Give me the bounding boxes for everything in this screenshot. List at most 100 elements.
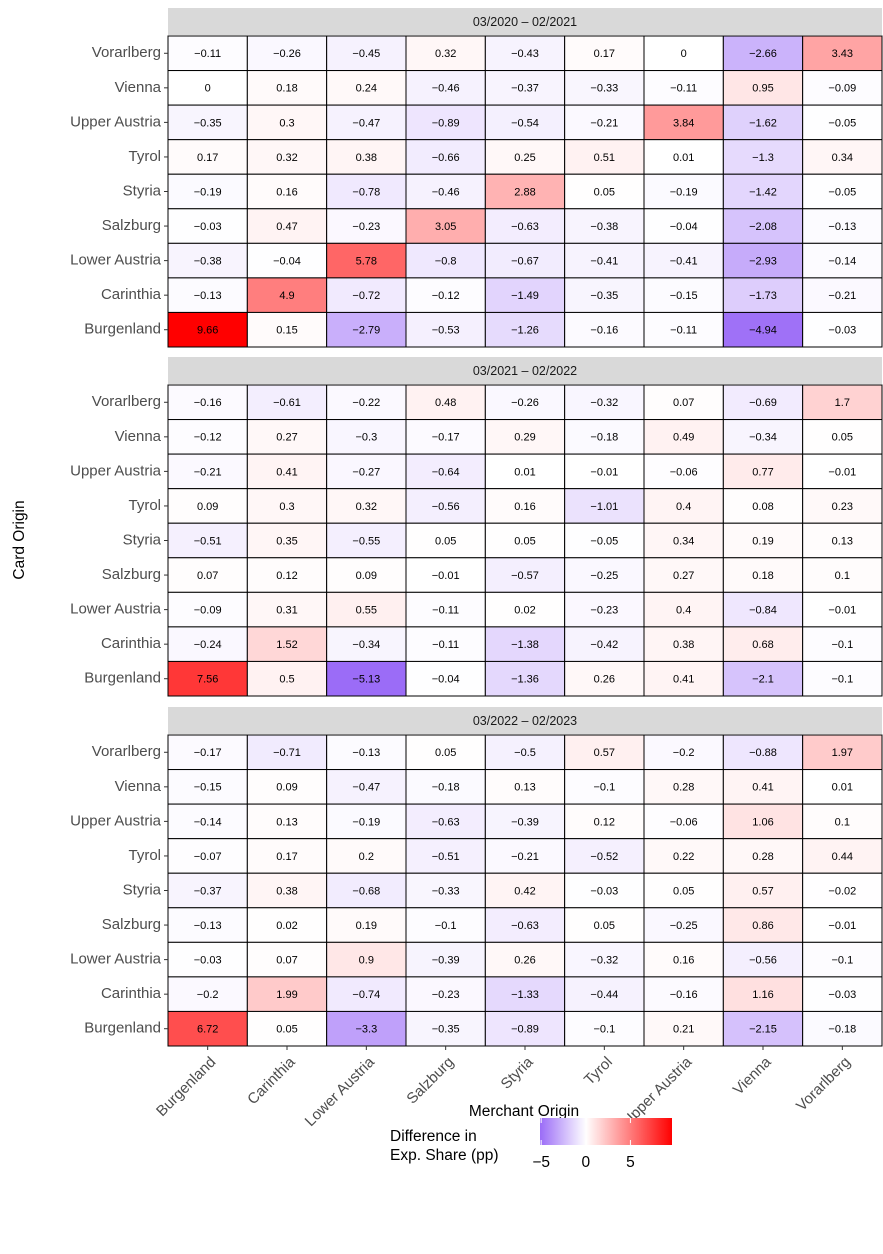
cell-label: −0.35	[194, 117, 222, 129]
cell-label: −0.37	[194, 885, 222, 897]
cell-label: −0.02	[828, 885, 856, 897]
cell-label: 0.21	[673, 1024, 694, 1036]
cell-label: 0.05	[514, 535, 535, 547]
cell-label: −4.94	[749, 325, 777, 337]
cell-label: −0.23	[590, 605, 618, 617]
cell-label: −0.45	[352, 48, 380, 60]
cell-label: 0.38	[673, 639, 694, 651]
cell-label: −0.12	[194, 432, 222, 444]
cell-label: −1.38	[511, 639, 539, 651]
heatmap-cell	[326, 453, 407, 490]
cell-label: −0.32	[590, 397, 618, 409]
cell-label: 3.84	[673, 117, 694, 129]
y-tick-label: Lower Austria	[70, 601, 162, 618]
heatmap-cell	[326, 557, 407, 593]
cell-label: −0.47	[352, 782, 380, 794]
facet-title: 03/2021 – 02/2022	[473, 364, 577, 378]
heatmap-cell	[326, 522, 407, 559]
cell-label: 1.99	[276, 989, 297, 1001]
cell-label: 0.48	[435, 397, 456, 409]
x-axis-title: Merchant Origin	[469, 1103, 579, 1120]
cell-label: −0.18	[828, 1024, 856, 1036]
heatmap-cell	[564, 208, 645, 244]
cell-label: −0.57	[511, 570, 539, 582]
x-tick-label: Vienna	[730, 1053, 775, 1098]
y-tick-label: Upper Austria	[70, 812, 162, 829]
heatmap-cell	[643, 872, 724, 909]
heatmap-cell	[564, 941, 645, 978]
heatmap-cell	[564, 1010, 645, 1047]
cell-label: −0.13	[352, 747, 380, 759]
cell-label: 0.41	[673, 674, 694, 686]
cell-label: 0.28	[752, 851, 773, 863]
y-tick-label: Upper Austria	[70, 462, 162, 479]
cell-label: −0.26	[511, 397, 539, 409]
cell-label: 0.41	[752, 782, 773, 794]
heatmap-cell	[564, 769, 645, 805]
legend-tick-label: 5	[626, 1154, 635, 1171]
cell-label: −0.33	[432, 885, 460, 897]
cell-label: −0.56	[749, 955, 777, 967]
cell-label: −0.01	[828, 466, 856, 478]
cell-label: −0.1	[831, 674, 853, 686]
cell-label: 0.44	[832, 851, 853, 863]
heatmap-cell	[484, 591, 566, 628]
cell-label: 9.66	[197, 325, 218, 337]
heatmap-cell	[167, 522, 248, 559]
cell-label: 0.13	[514, 782, 535, 794]
cell-label: −0.13	[194, 920, 222, 932]
heatmap-cell	[722, 35, 804, 72]
cell-label: −0.06	[670, 816, 698, 828]
cell-label: −0.51	[194, 535, 222, 547]
y-tick-label: Carinthia	[101, 635, 162, 652]
heatmap-cell	[246, 769, 328, 805]
cell-label: −0.16	[670, 989, 698, 1001]
cell-label: −0.42	[590, 639, 618, 651]
heatmap-cell	[722, 1010, 804, 1047]
heatmap-cell	[326, 941, 407, 978]
cell-label: −0.63	[432, 816, 460, 828]
cell-label: −0.03	[590, 885, 618, 897]
cell-label: −1.01	[590, 501, 618, 513]
heatmap-cell	[484, 660, 566, 697]
cell-label: −0.68	[352, 885, 380, 897]
y-tick-label: Lower Austria	[70, 252, 162, 269]
cell-label: 0.08	[752, 501, 773, 513]
heatmap-cell	[246, 838, 328, 874]
facet-strip	[168, 707, 882, 734]
heatmap-cell	[167, 453, 248, 490]
heatmap-cell	[326, 384, 407, 421]
cell-label: 0.38	[356, 152, 377, 164]
cell-label: 0.07	[276, 955, 297, 967]
cell-label: 1.06	[752, 816, 773, 828]
heatmap-cell	[722, 660, 804, 697]
cell-label: 0.1	[835, 570, 850, 582]
heatmap-cell	[326, 872, 407, 909]
cell-label: 0.49	[673, 432, 694, 444]
heatmap-cell	[246, 734, 328, 771]
cell-label: 0.3	[279, 501, 294, 513]
heatmap-cell	[722, 734, 804, 771]
cell-label: −0.89	[432, 117, 460, 129]
facet-strip	[168, 357, 882, 384]
cell-label: −0.26	[273, 48, 301, 60]
cell-label: −0.01	[432, 570, 460, 582]
cell-label: −0.17	[194, 747, 222, 759]
y-tick-label: Burgenland	[84, 1020, 161, 1037]
heatmap-cell	[405, 311, 486, 348]
heatmap-cell	[405, 139, 486, 175]
cell-label: 0.22	[673, 851, 694, 863]
cell-label: −0.11	[194, 48, 221, 60]
heatmap-cell	[167, 976, 248, 1012]
heatmap-cell	[802, 907, 883, 943]
y-tick-label: Styria	[123, 182, 162, 199]
heatmap-cell	[484, 872, 566, 909]
cell-label: 0.12	[276, 570, 297, 582]
cell-label: 0.19	[356, 920, 377, 932]
heatmap-cell	[405, 941, 486, 978]
cell-label: −0.1	[593, 782, 615, 794]
cell-label: −1.26	[511, 325, 539, 337]
cell-label: −2.15	[749, 1024, 777, 1036]
cell-label: 0.25	[514, 152, 535, 164]
heatmap-cell	[643, 769, 724, 805]
